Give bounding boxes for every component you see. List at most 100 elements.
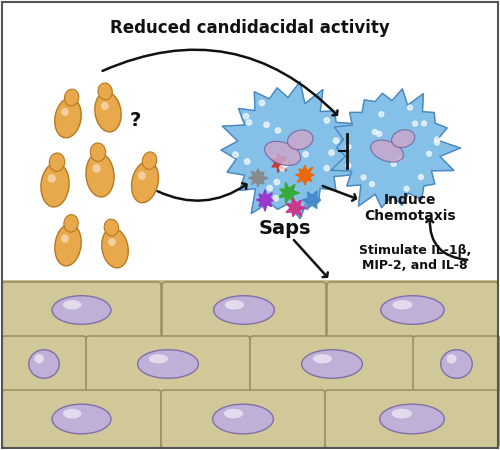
Ellipse shape	[64, 89, 79, 106]
Circle shape	[434, 140, 440, 145]
FancyBboxPatch shape	[161, 390, 325, 448]
Polygon shape	[278, 182, 299, 203]
Circle shape	[392, 162, 396, 166]
Text: ?: ?	[130, 111, 140, 130]
FancyBboxPatch shape	[413, 336, 500, 392]
Ellipse shape	[446, 354, 456, 364]
Ellipse shape	[313, 354, 332, 364]
Polygon shape	[286, 198, 306, 216]
FancyBboxPatch shape	[325, 390, 499, 448]
Ellipse shape	[302, 350, 362, 378]
Polygon shape	[302, 191, 320, 210]
Ellipse shape	[48, 174, 56, 183]
Text: Stimulate IL-1β,
MIP-2, and IL-8: Stimulate IL-1β, MIP-2, and IL-8	[359, 244, 471, 272]
Circle shape	[303, 152, 308, 157]
Circle shape	[396, 156, 402, 161]
Ellipse shape	[392, 300, 412, 310]
FancyBboxPatch shape	[162, 282, 326, 338]
FancyBboxPatch shape	[2, 390, 161, 448]
Circle shape	[273, 195, 278, 201]
Circle shape	[361, 175, 366, 180]
Circle shape	[280, 165, 285, 171]
Circle shape	[426, 151, 432, 156]
Ellipse shape	[264, 141, 300, 166]
Ellipse shape	[224, 409, 243, 419]
Ellipse shape	[52, 296, 111, 324]
Ellipse shape	[34, 354, 44, 364]
Ellipse shape	[370, 140, 404, 162]
Ellipse shape	[392, 130, 415, 148]
Ellipse shape	[41, 163, 69, 207]
Circle shape	[329, 150, 334, 155]
Polygon shape	[248, 169, 268, 187]
Ellipse shape	[61, 234, 69, 243]
Circle shape	[274, 179, 280, 185]
Ellipse shape	[214, 296, 274, 324]
Ellipse shape	[138, 171, 146, 180]
Ellipse shape	[64, 215, 78, 232]
Ellipse shape	[392, 409, 412, 419]
Circle shape	[324, 118, 330, 123]
Circle shape	[434, 137, 440, 142]
Polygon shape	[256, 189, 275, 211]
Circle shape	[370, 182, 374, 187]
FancyBboxPatch shape	[250, 336, 414, 392]
Ellipse shape	[101, 102, 109, 110]
Circle shape	[346, 144, 351, 149]
Ellipse shape	[149, 354, 168, 364]
Ellipse shape	[388, 140, 402, 150]
Ellipse shape	[138, 350, 198, 378]
Circle shape	[346, 163, 351, 168]
Ellipse shape	[108, 238, 116, 246]
Circle shape	[233, 152, 238, 158]
Ellipse shape	[92, 164, 101, 173]
Circle shape	[282, 162, 288, 167]
Ellipse shape	[98, 83, 112, 100]
FancyBboxPatch shape	[2, 336, 86, 392]
Ellipse shape	[61, 108, 69, 116]
Ellipse shape	[132, 161, 158, 202]
Circle shape	[324, 166, 330, 171]
FancyBboxPatch shape	[2, 282, 161, 338]
Circle shape	[418, 175, 424, 180]
Ellipse shape	[212, 404, 274, 434]
FancyBboxPatch shape	[86, 336, 250, 392]
Ellipse shape	[95, 92, 121, 132]
Ellipse shape	[104, 219, 118, 236]
Circle shape	[379, 112, 384, 117]
Ellipse shape	[284, 140, 299, 153]
Ellipse shape	[288, 130, 313, 149]
Ellipse shape	[86, 153, 114, 197]
FancyBboxPatch shape	[327, 282, 498, 338]
Ellipse shape	[29, 350, 59, 378]
Polygon shape	[221, 81, 359, 219]
Circle shape	[275, 128, 280, 133]
Polygon shape	[272, 153, 290, 172]
Ellipse shape	[225, 300, 244, 310]
Polygon shape	[331, 89, 460, 207]
Ellipse shape	[380, 404, 444, 434]
Ellipse shape	[381, 296, 444, 324]
Circle shape	[267, 185, 272, 191]
Circle shape	[259, 100, 264, 106]
Text: Reduced candidacidal activity: Reduced candidacidal activity	[110, 19, 390, 37]
Circle shape	[422, 121, 426, 126]
Circle shape	[334, 138, 339, 144]
Circle shape	[408, 105, 412, 110]
Circle shape	[404, 186, 409, 191]
Text: Induce
Chemotaxis: Induce Chemotaxis	[364, 193, 456, 223]
Bar	[2, 280, 498, 448]
Circle shape	[244, 159, 250, 164]
Circle shape	[372, 130, 377, 135]
Circle shape	[244, 113, 248, 119]
Ellipse shape	[102, 228, 128, 268]
Ellipse shape	[54, 98, 82, 138]
Ellipse shape	[52, 404, 111, 434]
Ellipse shape	[90, 143, 106, 162]
Ellipse shape	[55, 224, 81, 266]
Text: Saps: Saps	[259, 219, 311, 238]
Ellipse shape	[142, 152, 157, 169]
Circle shape	[412, 121, 418, 126]
Circle shape	[264, 122, 270, 127]
Circle shape	[246, 120, 252, 125]
